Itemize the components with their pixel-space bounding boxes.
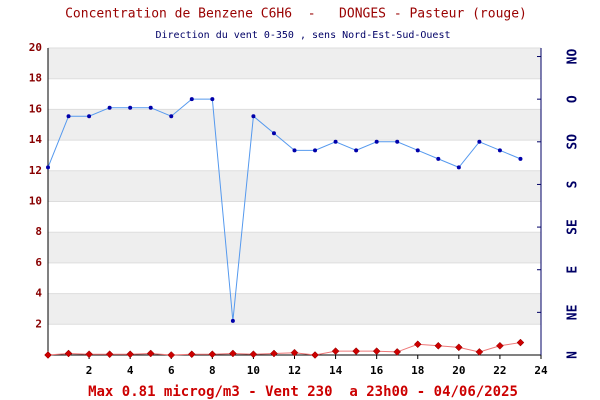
data-point — [85, 350, 93, 359]
data-point — [434, 341, 443, 350]
chart-subtitle: Direction du vent 0-350 , sens Nord-Est-… — [155, 30, 450, 41]
x-tick-label: 2 — [86, 364, 93, 377]
data-point — [270, 349, 278, 358]
data-point — [44, 351, 52, 359]
data-point — [66, 114, 71, 119]
y-tick-label: 2 — [35, 317, 42, 330]
y-tick-label: 4 — [35, 287, 42, 300]
x-tick-label: 22 — [493, 364, 506, 377]
data-point — [251, 114, 256, 119]
y2-tick-label: N — [566, 351, 581, 359]
data-point — [229, 349, 237, 358]
grid-band — [48, 109, 541, 141]
data-point — [374, 139, 379, 144]
x-tick-label: 20 — [452, 364, 465, 377]
data-point — [354, 148, 359, 153]
data-point — [230, 318, 235, 323]
grid-band — [48, 48, 541, 79]
y2-tick-label: O — [566, 95, 581, 103]
y-tick-label: 10 — [29, 195, 42, 208]
x-tick-label: 16 — [370, 364, 384, 377]
data-point — [290, 348, 299, 357]
data-point — [87, 114, 92, 119]
data-point — [352, 347, 360, 356]
y2-tick-label: SE — [566, 219, 581, 235]
y-tick-label: 20 — [29, 41, 42, 54]
y-tick-label: 6 — [35, 256, 42, 269]
data-point — [475, 348, 484, 356]
data-point — [292, 148, 297, 153]
data-point — [496, 341, 504, 350]
grid-band — [48, 232, 541, 263]
data-point — [456, 165, 461, 170]
data-point — [189, 97, 194, 102]
grid-band — [48, 170, 541, 202]
data-point — [331, 347, 340, 356]
data-point — [415, 148, 420, 153]
y-tick-label: 12 — [29, 164, 42, 177]
data-point — [187, 350, 196, 359]
data-point — [169, 114, 174, 119]
data-point — [64, 349, 73, 358]
data-point — [395, 139, 400, 144]
x-tick-label: 14 — [329, 364, 343, 377]
data-point — [105, 350, 114, 359]
data-point — [210, 97, 215, 102]
y2-tick-label: S — [566, 180, 581, 188]
series-line — [47, 98, 521, 321]
data-point — [46, 165, 50, 170]
data-point — [208, 350, 217, 359]
data-point — [148, 105, 153, 110]
y-tick-label: 18 — [29, 72, 42, 85]
data-point — [313, 148, 318, 153]
data-point — [413, 340, 422, 349]
data-point — [518, 156, 523, 161]
data-point — [516, 338, 525, 347]
y2-tick-label: E — [566, 266, 581, 274]
data-point — [436, 156, 441, 161]
x-tick-label: 24 — [534, 364, 548, 377]
data-point — [146, 349, 155, 358]
data-point — [126, 350, 135, 359]
x-tick-label: 4 — [127, 364, 134, 377]
x-tick-label: 8 — [209, 364, 216, 377]
chart-footer: Max 0.81 microg/m3 - Vent 230 a 23h00 - … — [88, 384, 518, 400]
y-tick-label: 16 — [29, 102, 43, 115]
data-point — [454, 343, 463, 352]
data-point — [107, 105, 112, 110]
data-point — [333, 139, 338, 144]
data-point — [497, 148, 502, 153]
y-tick-label: 14 — [29, 133, 43, 146]
y-tick-label: 8 — [35, 225, 42, 238]
y2-tick-label: SO — [566, 134, 581, 150]
x-tick-label: 18 — [411, 364, 424, 377]
data-point — [372, 347, 381, 356]
y2-tick-label: NO — [566, 49, 581, 65]
data-point — [477, 139, 482, 144]
data-point — [311, 351, 319, 359]
x-tick-label: 10 — [247, 364, 260, 377]
data-point — [393, 348, 402, 356]
data-point — [167, 351, 176, 359]
chart-title: Concentration de Benzene C6H6 - DONGES -… — [65, 7, 527, 22]
x-tick-label: 12 — [288, 364, 301, 377]
data-point — [271, 131, 276, 136]
y2-tick-label: NE — [566, 305, 581, 321]
x-tick-label: 6 — [168, 364, 175, 377]
data-point — [128, 105, 133, 110]
data-point — [249, 350, 258, 359]
grid-band — [48, 293, 541, 325]
